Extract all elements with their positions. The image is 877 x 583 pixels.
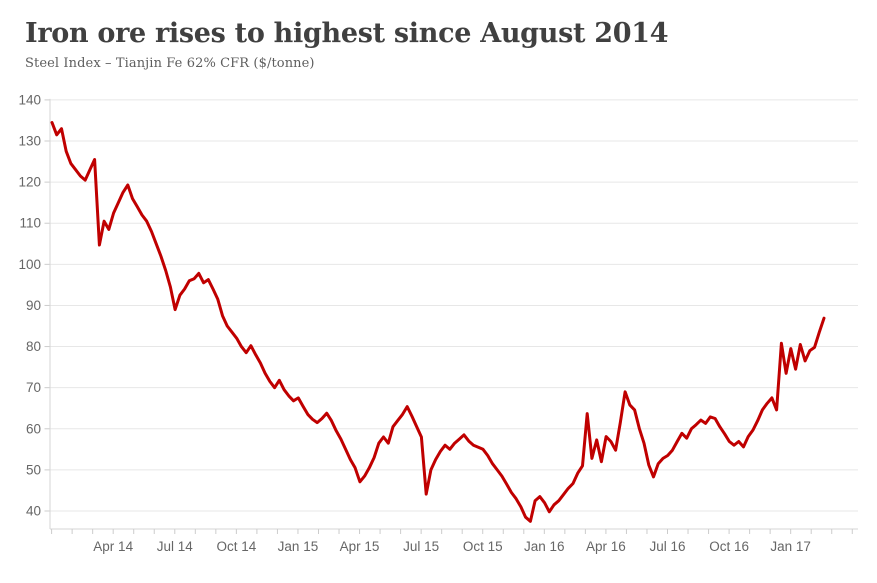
x-axis-label-oct-14: Oct 14 [216, 539, 256, 554]
x-axis-label-jan-17: Jan 17 [770, 539, 811, 554]
x-axis-label-jan-16: Jan 16 [524, 539, 565, 554]
x-axis-label-oct-16: Oct 16 [709, 539, 749, 554]
y-axis-label-140: 140 [18, 92, 41, 107]
x-axis-label-oct-15: Oct 15 [463, 539, 503, 554]
y-axis-label-120: 120 [18, 175, 41, 190]
chart-title: Iron ore rises to highest since August 2… [25, 18, 669, 49]
x-axis-label-jul-16: Jul 16 [649, 539, 685, 554]
x-axis-label-apr-16: Apr 16 [586, 539, 626, 554]
y-axis-label-130: 130 [18, 134, 41, 149]
x-axis-label-jan-15: Jan 15 [278, 539, 319, 554]
x-axis-label-apr-15: Apr 15 [340, 539, 380, 554]
series-line-iron-ore [50, 121, 826, 523]
y-axis-label-40: 40 [26, 504, 41, 519]
y-axis-label-110: 110 [19, 216, 41, 231]
y-axis-label-90: 90 [26, 298, 41, 313]
x-axis-label-jul-15: Jul 15 [403, 539, 439, 554]
x-axis-label-jul-14: Jul 14 [157, 539, 194, 554]
chart-header: Iron ore rises to highest since August 2… [25, 18, 669, 72]
y-axis-label-80: 80 [26, 339, 41, 354]
y-axis-label-50: 50 [26, 462, 41, 477]
y-axis-label-70: 70 [26, 380, 41, 395]
y-axis-label-60: 60 [26, 421, 41, 436]
chart-subtitle: Steel Index – Tianjin Fe 62% CFR ($/tonn… [25, 56, 315, 72]
x-axis-label-apr-14: Apr 14 [93, 539, 133, 554]
y-axis-label-100: 100 [18, 257, 41, 272]
